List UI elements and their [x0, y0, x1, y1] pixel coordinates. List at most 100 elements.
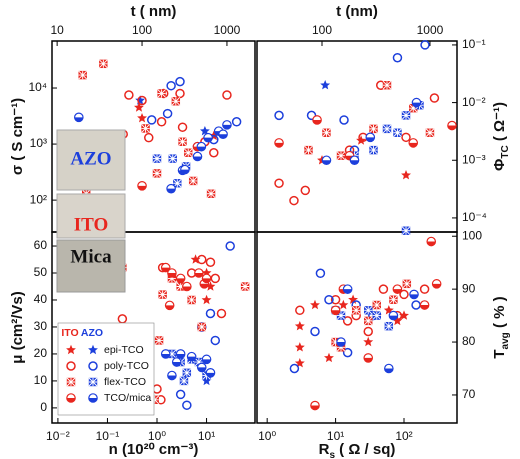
cross [167, 349, 177, 359]
cross [402, 279, 412, 289]
open-circle-marker [420, 40, 430, 50]
cross [167, 274, 177, 283]
open-circle-marker [197, 254, 207, 265]
half [200, 283, 209, 288]
crossed-square-marker [331, 337, 340, 347]
half-circle-marker [180, 164, 190, 175]
cross [393, 128, 402, 138]
star-marker [294, 342, 305, 352]
y-tick-label: 80 [462, 334, 476, 348]
half [389, 315, 398, 320]
half-circle-marker [408, 138, 419, 148]
axis-label: Rs ( Ω / sq) [319, 441, 396, 459]
x-tick-label: 10⁰ [148, 429, 166, 443]
crossed-square-marker [401, 111, 411, 120]
crossed-square-marker [154, 336, 164, 345]
legend-label: epi-TCO [104, 344, 144, 356]
cross [382, 80, 392, 90]
cross [187, 295, 196, 305]
axis-label: n (10²⁰ cm⁻³) [109, 441, 199, 458]
half-circle-marker [196, 141, 207, 152]
axis-label: σ ( S cm⁻¹) [9, 98, 26, 175]
star-marker [137, 113, 147, 123]
cross [363, 316, 373, 326]
label-main: Φ [491, 159, 508, 171]
crossed-square-marker [172, 178, 182, 188]
half-circle-marker [426, 236, 437, 247]
axis-label: t ( nm) [131, 3, 177, 20]
crossed-square-marker [382, 124, 392, 134]
crossed-square-marker [152, 154, 162, 163]
crossed-square-marker [389, 295, 398, 305]
open-circle-marker [342, 347, 353, 358]
half [197, 367, 206, 372]
crossed-square-marker [336, 151, 346, 161]
crossed-square-marker [363, 305, 373, 315]
star-marker [348, 294, 358, 304]
crossed-square-marker [336, 343, 346, 352]
open-circle-marker [216, 308, 227, 319]
legend-column: ITO [61, 327, 78, 339]
open-circle-marker [166, 80, 176, 91]
x-tick-label: 10 [50, 23, 64, 37]
label-sub: TC [500, 145, 511, 158]
y-tick-label: 10² [30, 192, 47, 206]
half-circle-marker [392, 284, 403, 294]
half [176, 353, 185, 359]
open-circle-marker [162, 108, 173, 119]
y-tick-label: 10⁻¹ [462, 37, 486, 51]
cross [408, 103, 418, 113]
x-tick-label: 10⁻¹ [96, 429, 120, 443]
star-marker [134, 102, 144, 112]
half-circle-marker [419, 300, 430, 310]
half [336, 342, 346, 347]
open-circle-marker [392, 52, 403, 63]
legend-label: TCO/mica [104, 392, 151, 404]
open-circle-marker [274, 178, 284, 188]
y-tick-label: 10⁻⁴ [462, 210, 487, 224]
half-circle-marker [74, 112, 84, 123]
y-tick-label: 40 [34, 292, 48, 306]
star-marker [66, 344, 76, 355]
crossed-square-marker [402, 279, 412, 289]
open-circle-marker [175, 76, 185, 87]
half-circle-marker [409, 289, 419, 300]
x-tick-label: 1000 [417, 23, 444, 37]
open-circle-marker [324, 294, 334, 305]
half [218, 134, 228, 139]
star-marker [324, 352, 334, 363]
photo [56, 129, 126, 191]
y-tick-label: 10⁻³ [462, 152, 486, 166]
crossed-square-marker [168, 154, 178, 163]
axis-label: t (nm) [336, 3, 378, 20]
cross [183, 148, 193, 158]
open-circle-marker [315, 268, 326, 279]
half [310, 405, 320, 410]
half [393, 289, 402, 294]
cross [425, 128, 435, 138]
half-circle-marker [363, 353, 374, 363]
half-circle-marker [175, 273, 186, 284]
half [366, 137, 375, 142]
half-circle-marker [330, 305, 341, 316]
x-tick-label: 100 [312, 23, 332, 37]
star-marker [401, 170, 411, 180]
cross [157, 89, 166, 98]
crossed-square-marker [171, 96, 181, 106]
open-circle-marker [205, 257, 216, 267]
crossed-square-marker [157, 89, 166, 98]
half-circle-marker [182, 281, 192, 292]
half-circle-marker [218, 129, 228, 140]
crossed-square-marker [167, 349, 177, 359]
cross [401, 226, 411, 236]
axis-label: ΦTC ( Ω⁻¹) [491, 102, 511, 171]
insets: AZO ITO Mica [56, 129, 126, 293]
open-circle-marker [144, 132, 154, 143]
half [202, 359, 211, 364]
cross [206, 189, 216, 199]
label-sub: s [329, 450, 335, 459]
photo [56, 193, 126, 239]
cross [372, 300, 382, 310]
